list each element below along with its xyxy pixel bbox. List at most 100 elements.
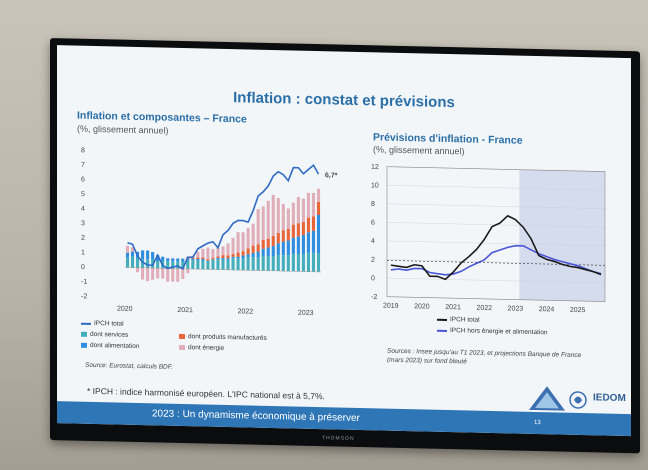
bar-segment (301, 253, 305, 272)
legend-label: dont énergie (188, 344, 225, 352)
bar-segment (291, 202, 295, 225)
bar-segment (196, 258, 200, 261)
bar-segment (206, 259, 210, 261)
page-number: 13 (534, 419, 541, 427)
plot-frame (386, 166, 606, 302)
bar-segment (171, 258, 175, 262)
bar-segment (221, 246, 225, 256)
left-chart-title: Inflation et composantes – France (77, 109, 247, 126)
television-frame: Inflation : constat et prévisions Inflat… (50, 38, 640, 454)
bar-segment (296, 236, 300, 254)
bar-segment (151, 268, 155, 280)
bar-segment (125, 245, 130, 253)
bar-segment (261, 239, 265, 249)
bar-segment (286, 255, 290, 272)
bar-segment (306, 217, 310, 233)
bar-segment (161, 256, 165, 262)
y-tick-label: 8 (81, 147, 85, 154)
bar-segment (231, 237, 235, 254)
right-line-chart: -2 0 2 4 6 8 10 12 2019 2020 2021 2022 2023 2024 2025 (371, 164, 606, 314)
bar-segment (241, 251, 245, 256)
bar-segment (221, 255, 225, 259)
bar-segment (196, 260, 200, 270)
bar-segment (261, 206, 265, 241)
bar-segment (316, 201, 321, 215)
y-tick-label: 1 (81, 249, 85, 256)
y-tick-label: 3 (81, 220, 85, 227)
bar-segment (141, 250, 145, 260)
right-chart-subtitle: (%, glissement annuel) (373, 144, 465, 157)
bar-segment (236, 252, 240, 257)
bar-segment (176, 258, 180, 262)
legend-label: IPCH total (94, 319, 124, 328)
y-tick-label: 2 (371, 257, 375, 264)
left-chart-source: Source: Eurostat, calculs BDF. (85, 361, 173, 371)
bar-segment (166, 261, 170, 269)
legend-label: dont produits manufacturés (188, 333, 267, 342)
bar-segment (156, 260, 160, 269)
bar-segment (256, 251, 260, 258)
legend-label: IPCH total (450, 316, 480, 324)
bar-segment (266, 247, 270, 257)
bar-segment (281, 230, 285, 242)
bar-segment (181, 268, 185, 280)
bar-segment (201, 259, 205, 261)
x-tick-label: 2025 (570, 307, 586, 314)
bar-segment (216, 257, 220, 260)
bar-segment (266, 238, 270, 248)
bar-segment (271, 194, 275, 236)
bar-segment (146, 250, 150, 260)
ipch-total-line (127, 163, 320, 270)
x-tick-label: 2022 (476, 305, 492, 312)
bar-segment (241, 258, 245, 271)
bar-segment (301, 221, 305, 236)
bar-segment (201, 260, 205, 270)
x-tick-label: 2023 (298, 310, 314, 317)
y-tick-label: 0 (371, 275, 375, 282)
iedom-logo: IEDOM (593, 392, 626, 405)
footnote: * IPCH : indice harmonisé européen. L'IP… (87, 385, 325, 402)
bar-segment (186, 268, 190, 274)
legend-label: IPCH hors énergie et alimentation (450, 327, 548, 337)
legend-ipch-total-r: IPCH total (437, 316, 480, 324)
x-tick-label: 2023 (508, 305, 524, 312)
bar-segment (226, 259, 230, 270)
x-tick-label: 2019 (383, 303, 399, 310)
bar-segment (291, 224, 295, 238)
bar-segment (301, 198, 305, 222)
bar-segment (271, 246, 275, 257)
bar-segment (281, 241, 285, 256)
bar-segment (211, 249, 215, 258)
bar-segment (311, 192, 316, 217)
y-tick-label: 5 (81, 191, 85, 198)
triangle-logo (529, 386, 565, 411)
bar-segment (231, 258, 235, 270)
bar-segment (251, 252, 255, 258)
bar-segment (316, 252, 321, 272)
bar-segment (311, 252, 316, 272)
x-tick-label: 2024 (539, 306, 555, 313)
bar-segment (311, 216, 316, 231)
bar-segment (241, 232, 245, 252)
bar-segment (286, 228, 290, 241)
bar-segment (246, 257, 250, 271)
bar-segment (151, 252, 155, 260)
bar-segment (276, 232, 280, 244)
bar-segment (226, 258, 230, 260)
grid-line (387, 277, 605, 284)
bar-segment (211, 259, 215, 270)
reference-line (387, 260, 605, 266)
last-value-label: 6,7* (325, 172, 338, 179)
emblem-logo (569, 391, 587, 409)
left-bar-chart: -2 -1 0 1 2 3 4 5 6 7 8 6,7* 2020 2021 2022 2023 (81, 147, 338, 317)
bar-segment (216, 259, 220, 270)
legend-services: dont services (81, 331, 128, 339)
bar-segment (316, 214, 321, 253)
left-chart-subtitle: (%, glissement annuel) (77, 123, 169, 136)
bar-segment (226, 243, 230, 256)
bar-segment (271, 235, 275, 247)
bar-segment (136, 257, 140, 268)
x-tick-label: 2021 (177, 307, 193, 314)
bar-segment (246, 254, 250, 258)
bar-segment (246, 248, 250, 255)
